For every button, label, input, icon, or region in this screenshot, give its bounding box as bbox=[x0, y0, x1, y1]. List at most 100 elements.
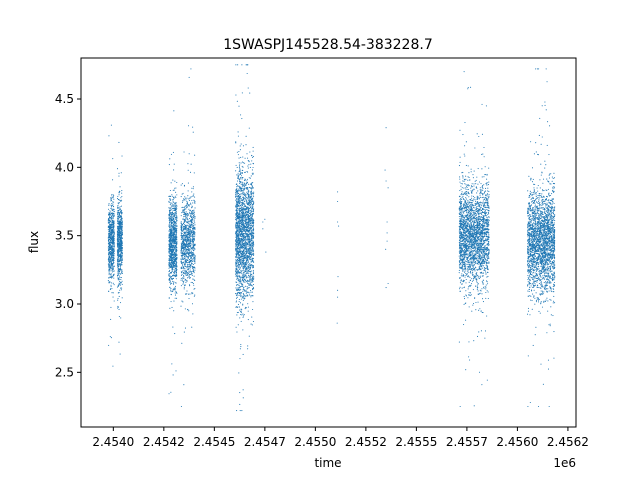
data-point bbox=[112, 218, 114, 220]
data-point bbox=[119, 275, 121, 277]
data-point bbox=[173, 275, 175, 277]
data-point bbox=[192, 202, 194, 204]
data-point bbox=[182, 270, 184, 272]
data-point bbox=[187, 256, 190, 258]
data-point bbox=[185, 273, 187, 275]
data-point bbox=[170, 237, 172, 239]
data-point bbox=[107, 250, 109, 252]
data-point bbox=[194, 236, 196, 238]
data-point bbox=[110, 258, 112, 260]
data-point bbox=[172, 240, 174, 242]
data-point bbox=[188, 297, 190, 300]
data-point bbox=[175, 206, 177, 208]
data-point bbox=[189, 285, 191, 287]
data-point bbox=[193, 249, 195, 251]
data-point bbox=[241, 235, 243, 237]
data-point bbox=[180, 243, 182, 245]
data-point bbox=[172, 265, 174, 267]
data-point bbox=[181, 244, 183, 246]
data-point bbox=[184, 236, 186, 239]
data-point bbox=[242, 290, 244, 292]
data-point bbox=[175, 254, 177, 256]
data-point bbox=[189, 209, 191, 211]
data-point bbox=[243, 192, 245, 194]
data-point bbox=[176, 248, 178, 250]
data-point bbox=[112, 196, 114, 198]
data-point bbox=[189, 249, 191, 251]
data-point bbox=[168, 271, 170, 273]
data-point bbox=[235, 300, 238, 302]
data-point bbox=[169, 232, 171, 234]
data-point bbox=[181, 201, 184, 203]
data-point bbox=[111, 271, 113, 273]
data-point bbox=[176, 217, 178, 219]
data-point bbox=[118, 141, 120, 143]
data-point bbox=[117, 305, 119, 307]
data-point bbox=[169, 275, 171, 277]
data-point bbox=[185, 233, 187, 235]
data-point bbox=[240, 343, 242, 346]
data-point bbox=[181, 242, 183, 244]
data-point bbox=[109, 250, 111, 252]
data-point bbox=[185, 228, 187, 230]
data-point bbox=[181, 236, 183, 238]
data-point bbox=[120, 317, 122, 319]
data-point bbox=[235, 246, 237, 248]
data-point bbox=[173, 310, 175, 312]
data-point bbox=[190, 225, 192, 227]
data-point bbox=[248, 208, 250, 210]
data-point bbox=[176, 224, 178, 227]
data-point bbox=[192, 252, 194, 254]
data-point bbox=[172, 221, 174, 223]
data-point bbox=[187, 245, 189, 247]
data-point bbox=[181, 273, 183, 275]
data-point bbox=[108, 272, 110, 274]
data-point bbox=[172, 241, 174, 243]
data-point bbox=[113, 208, 115, 210]
data-point bbox=[248, 225, 250, 227]
data-point bbox=[193, 209, 195, 211]
data-point bbox=[194, 294, 196, 296]
data-point bbox=[109, 244, 112, 246]
data-point bbox=[190, 259, 192, 262]
data-point bbox=[187, 240, 189, 242]
data-point bbox=[120, 253, 122, 255]
data-point bbox=[241, 257, 243, 260]
data-point bbox=[120, 197, 122, 199]
data-point bbox=[113, 243, 115, 246]
data-point bbox=[237, 234, 239, 236]
data-point bbox=[117, 292, 119, 294]
data-point bbox=[168, 217, 170, 219]
data-point bbox=[117, 306, 120, 308]
data-point bbox=[173, 254, 175, 256]
data-point bbox=[170, 202, 172, 204]
data-point bbox=[168, 207, 170, 209]
data-point bbox=[190, 68, 192, 70]
data-point bbox=[113, 240, 115, 242]
data-point bbox=[121, 237, 123, 240]
data-point bbox=[169, 189, 171, 192]
data-point bbox=[108, 135, 110, 137]
data-point bbox=[109, 247, 111, 249]
data-point bbox=[183, 244, 185, 246]
data-point bbox=[169, 281, 171, 283]
data-point bbox=[120, 172, 122, 174]
data-point bbox=[240, 114, 242, 116]
data-point bbox=[184, 284, 186, 286]
data-point bbox=[112, 257, 114, 259]
data-point bbox=[243, 182, 245, 184]
data-point bbox=[241, 231, 243, 234]
data-point bbox=[192, 238, 194, 240]
data-point bbox=[236, 214, 238, 216]
data-point bbox=[193, 226, 195, 228]
data-point bbox=[187, 182, 189, 184]
data-point bbox=[189, 229, 191, 231]
data-point bbox=[113, 255, 115, 257]
data-point bbox=[239, 254, 241, 257]
data-point bbox=[235, 219, 237, 221]
data-point bbox=[239, 186, 242, 188]
data-point bbox=[189, 277, 191, 279]
data-point bbox=[173, 262, 175, 264]
data-point bbox=[236, 221, 238, 223]
data-point bbox=[170, 391, 172, 393]
